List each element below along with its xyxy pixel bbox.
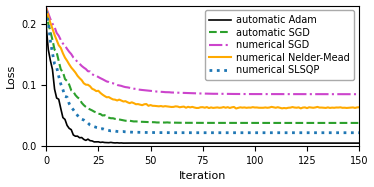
numerical SGD [154,91,159,93]
numerical Nelder-Mead [234,107,238,110]
automatic SGD [353,122,357,124]
automatic Adam [198,142,203,144]
automatic Adam [265,142,270,144]
Legend: automatic Adam, automatic SGD, numerical SGD, numerical Nelder-Mead, numerical S: automatic Adam, automatic SGD, numerical… [205,10,354,80]
automatic Adam [353,142,357,144]
automatic SGD [242,122,247,124]
numerical SGD [234,93,238,95]
automatic Adam [244,142,249,144]
automatic SGD [357,122,361,124]
Line: numerical SLSQP: numerical SLSQP [46,11,359,133]
numerical SLSQP [353,132,357,134]
numerical SLSQP [154,131,159,134]
Y-axis label: Loss: Loss [6,64,16,88]
Line: automatic Adam: automatic Adam [46,26,359,143]
numerical SGD [196,92,201,95]
automatic Adam [157,142,161,144]
automatic Adam [357,142,361,144]
numerical SLSQP [244,132,249,134]
numerical SGD [357,93,361,95]
automatic SGD [154,121,159,124]
numerical Nelder-Mead [265,107,270,109]
numerical SGD [44,7,49,9]
Line: numerical SGD: numerical SGD [46,8,359,94]
numerical SLSQP [198,132,203,134]
numerical SGD [263,93,267,95]
numerical SGD [351,93,355,95]
numerical SLSQP [236,132,240,134]
automatic SGD [44,10,49,12]
numerical Nelder-Mead [357,106,361,108]
numerical SLSQP [357,132,361,134]
numerical SLSQP [178,132,182,134]
numerical Nelder-Mead [154,105,159,107]
automatic SGD [234,122,238,124]
automatic SGD [263,122,267,124]
Line: automatic SGD: automatic SGD [46,11,359,123]
numerical Nelder-Mead [236,107,240,109]
automatic SGD [196,122,201,124]
X-axis label: Iteration: Iteration [179,171,226,181]
automatic SGD [276,122,280,124]
numerical Nelder-Mead [353,107,357,109]
numerical Nelder-Mead [244,107,249,109]
Line: numerical Nelder-Mead: numerical Nelder-Mead [46,8,359,108]
numerical Nelder-Mead [196,107,201,109]
numerical SGD [242,93,247,95]
numerical SLSQP [44,10,49,12]
automatic Adam [236,142,240,144]
numerical Nelder-Mead [44,7,49,9]
numerical SLSQP [265,132,270,134]
automatic Adam [44,25,49,27]
automatic Adam [146,142,151,144]
